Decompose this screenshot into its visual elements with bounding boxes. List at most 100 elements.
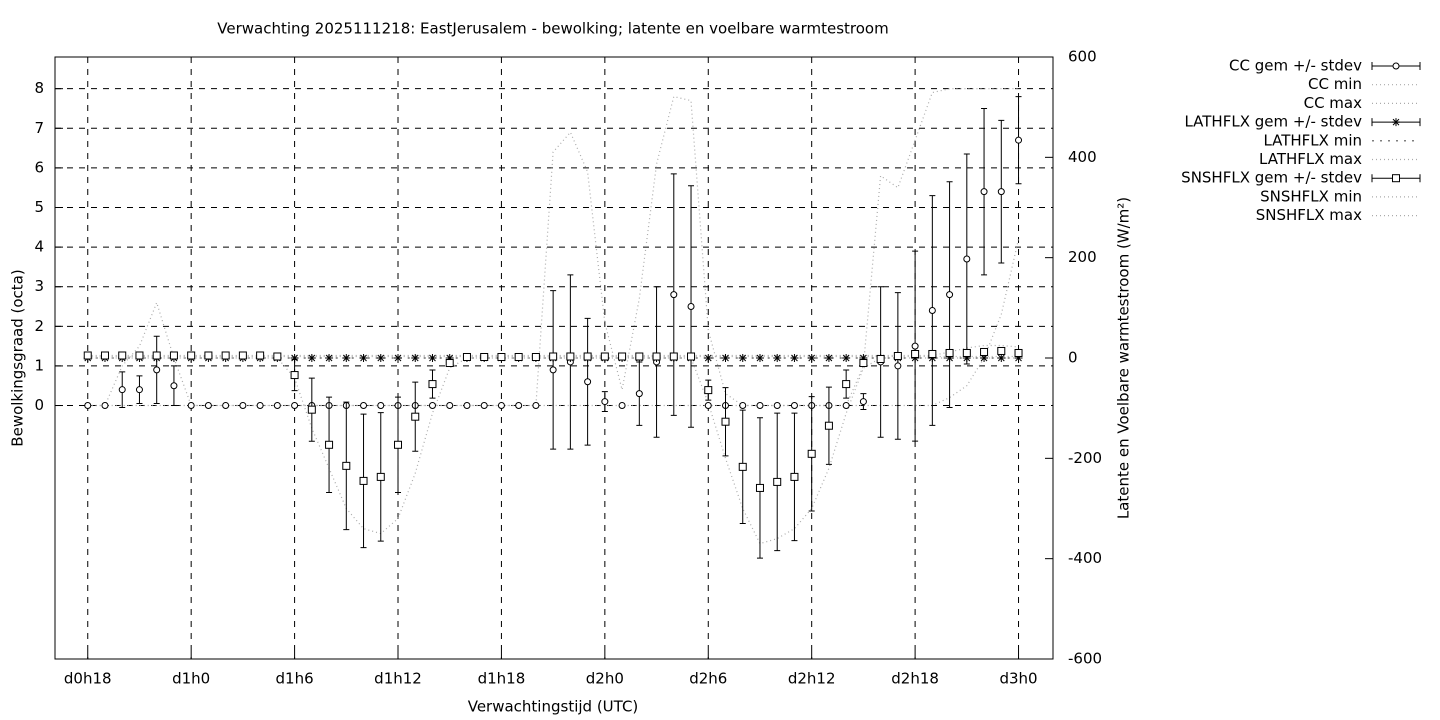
marker xyxy=(824,421,833,430)
marker xyxy=(359,354,368,362)
marker xyxy=(515,402,523,410)
marker xyxy=(342,354,351,362)
marker xyxy=(83,351,92,360)
legend-label: SNSHFLX gem +/- stdev xyxy=(1181,169,1362,187)
legend-label: SNSHFLX max xyxy=(1256,206,1362,224)
y-tick-label: 0 xyxy=(34,396,44,414)
marker xyxy=(584,378,592,386)
marker xyxy=(445,354,454,362)
marker xyxy=(360,402,368,410)
x-tick-label: d1h6 xyxy=(276,670,314,688)
marker xyxy=(928,306,936,314)
marker xyxy=(394,354,403,362)
y-tick-label: 5 xyxy=(34,198,44,216)
marker xyxy=(980,354,989,362)
marker xyxy=(670,291,678,299)
y2-tick-label: -400 xyxy=(1068,549,1102,567)
marker xyxy=(876,355,885,364)
x-tick-label: d2h18 xyxy=(891,670,939,688)
marker xyxy=(687,303,695,311)
marker xyxy=(600,352,609,361)
marker xyxy=(807,449,816,458)
marker xyxy=(945,354,954,362)
marker xyxy=(290,371,299,380)
marker xyxy=(462,352,471,361)
marker xyxy=(376,472,385,481)
marker xyxy=(962,354,971,362)
marker xyxy=(773,477,782,486)
marker xyxy=(945,348,954,357)
marker xyxy=(997,346,1006,355)
legend-label: CC gem +/- stdev xyxy=(1229,57,1362,75)
marker xyxy=(773,402,781,410)
marker xyxy=(532,402,540,410)
marker xyxy=(704,402,712,410)
y2-tick-label: -600 xyxy=(1068,650,1102,668)
x-tick-label: d2h6 xyxy=(689,670,727,688)
marker xyxy=(256,402,264,410)
marker xyxy=(894,362,902,370)
y2-axis-label: Latente en Voelbare warmtestroom (W/m²) xyxy=(1115,197,1133,519)
y-axis-label: Bewolkingsgraad (octa) xyxy=(9,269,27,446)
marker xyxy=(704,354,713,362)
marker xyxy=(704,386,713,395)
marker xyxy=(893,351,902,360)
marker xyxy=(618,402,626,410)
marker xyxy=(790,354,799,362)
marker xyxy=(721,354,730,362)
marker xyxy=(980,188,988,196)
legend-label: LATHFLX min xyxy=(1263,131,1362,149)
y-tick-label: 2 xyxy=(34,317,44,335)
marker xyxy=(238,351,247,360)
range-line xyxy=(87,88,1019,407)
marker xyxy=(118,351,127,360)
marker xyxy=(549,352,558,361)
marker xyxy=(549,366,557,374)
marker xyxy=(790,402,798,410)
marker xyxy=(635,352,644,361)
marker xyxy=(687,352,696,361)
y-tick-label: 3 xyxy=(34,277,44,295)
marker xyxy=(325,440,334,449)
marker xyxy=(480,352,489,361)
marker xyxy=(583,352,592,361)
legend-marker xyxy=(1392,174,1400,183)
marker xyxy=(428,402,436,410)
y-tick-label: 4 xyxy=(34,238,44,256)
legend-marker xyxy=(1392,118,1400,127)
marker xyxy=(169,351,178,360)
marker xyxy=(773,354,782,362)
marker xyxy=(135,386,143,394)
x-tick-label: d1h12 xyxy=(374,670,422,688)
y2-tick-label: 400 xyxy=(1068,148,1097,166)
marker xyxy=(170,382,178,390)
y-tick-label: 1 xyxy=(34,356,44,374)
x-tick-label: d2h0 xyxy=(586,670,624,688)
marker xyxy=(101,402,109,410)
marker xyxy=(135,351,144,360)
marker xyxy=(100,351,109,360)
marker xyxy=(824,354,833,362)
y-tick-label: 6 xyxy=(34,158,44,176)
marker xyxy=(411,412,420,421)
marker xyxy=(359,476,368,485)
marker xyxy=(618,352,627,361)
y2-tick-label: 600 xyxy=(1068,48,1097,66)
marker xyxy=(273,352,282,361)
marker xyxy=(601,398,609,406)
marker xyxy=(997,354,1006,362)
marker xyxy=(307,405,316,414)
y2-tick-label: 200 xyxy=(1068,248,1097,266)
marker xyxy=(755,354,764,362)
marker xyxy=(739,402,747,410)
marker xyxy=(377,402,385,410)
marker xyxy=(566,352,575,361)
marker xyxy=(997,188,1005,196)
marker xyxy=(738,462,747,471)
y2-tick-label: -200 xyxy=(1068,449,1102,467)
chart-title: Verwachting 2025111218: EastJerusalem - … xyxy=(217,20,888,38)
marker xyxy=(842,402,850,410)
legend-label: LATHFLX gem +/- stdev xyxy=(1184,113,1362,131)
marker xyxy=(807,354,816,362)
